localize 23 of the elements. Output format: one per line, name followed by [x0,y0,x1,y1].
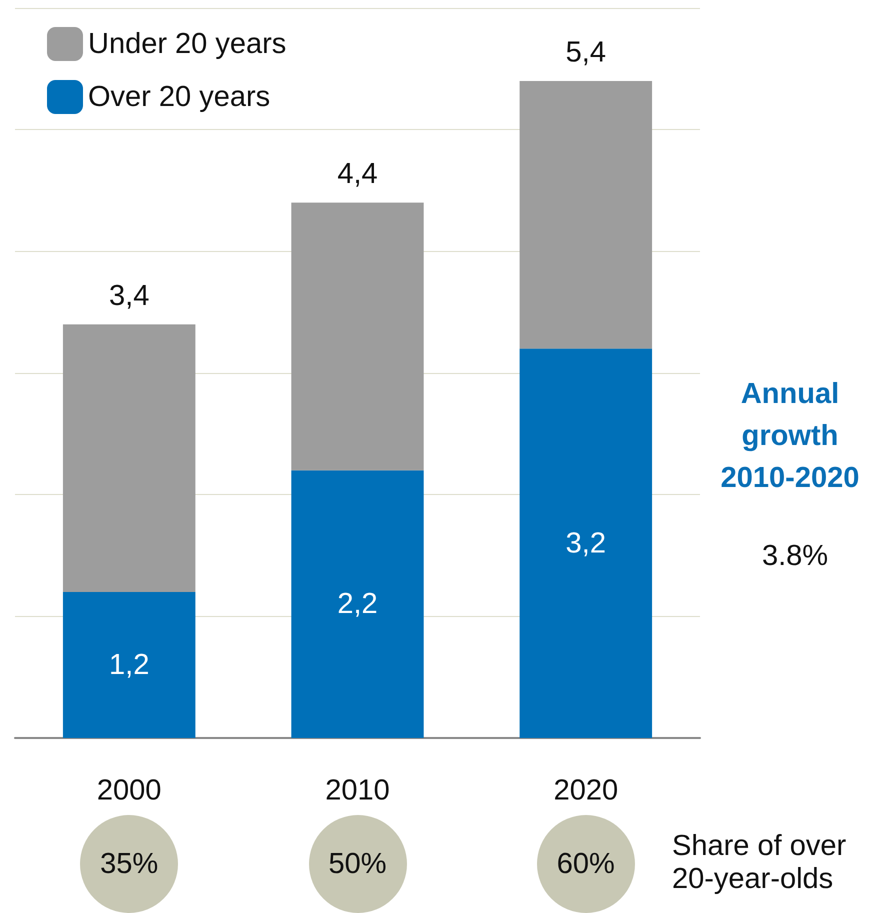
bar [520,81,652,349]
total-label: 4,4 [337,158,378,190]
bar [62,324,196,592]
circle-badge: 60% [536,815,635,913]
legend-label: Under 20 years [88,28,286,60]
text: 3.8% [762,540,828,572]
data-label: 2,2 [337,588,378,620]
text: Annual growth 2010-2020 [720,378,860,494]
x-tick-label: 2000 [96,774,162,806]
data-label: 1,2 [109,649,150,681]
circle-badge: 35% [80,815,178,913]
x-tick-label: 2020 [554,774,618,806]
total-label: 3,4 [109,280,150,312]
circle-badge: 50% [308,815,406,913]
text: Share of over 20-year-olds [672,830,846,895]
bar [291,470,424,738]
bar [520,348,652,738]
bar [62,592,196,738]
bar [291,202,424,470]
x-tick-label: 2010 [325,774,390,806]
data-label: 3,2 [566,527,606,560]
legend-label: Over 20 years [88,81,270,113]
total-label: 5,4 [566,36,606,68]
